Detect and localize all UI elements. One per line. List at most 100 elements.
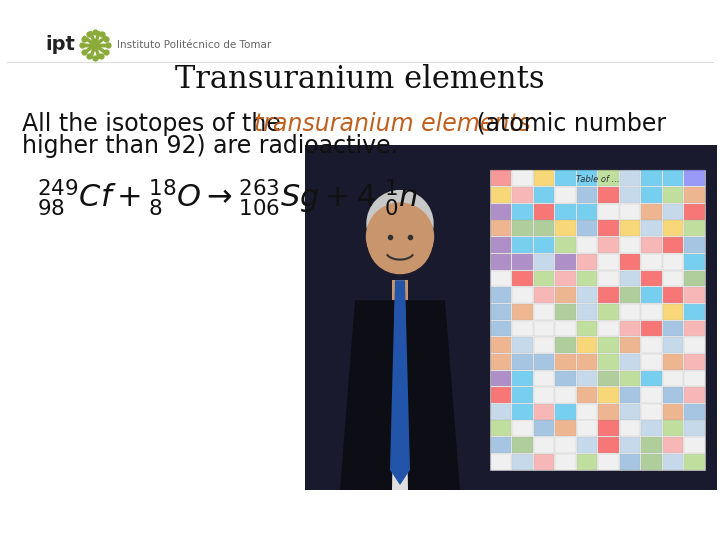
Bar (512, 204, 533, 219)
Bar (577, 204, 597, 219)
Bar (641, 387, 662, 403)
Bar (619, 187, 640, 203)
Bar (662, 337, 683, 353)
Bar (619, 370, 640, 386)
Bar (598, 237, 618, 253)
Bar (641, 237, 662, 253)
Bar (577, 437, 597, 453)
Bar (534, 287, 554, 303)
Bar (577, 404, 597, 420)
Bar (641, 187, 662, 203)
Polygon shape (390, 280, 410, 485)
Bar (641, 220, 662, 236)
Bar (490, 421, 511, 436)
Bar (555, 387, 575, 403)
Bar (512, 321, 533, 336)
Bar (512, 404, 533, 420)
Bar (641, 204, 662, 219)
Bar (641, 287, 662, 303)
Bar (619, 271, 640, 286)
Bar (555, 321, 575, 336)
Bar (598, 337, 618, 353)
Bar (662, 404, 683, 420)
Bar (490, 220, 511, 236)
Bar (512, 187, 533, 203)
Bar (684, 454, 704, 469)
Bar (490, 454, 511, 469)
Bar (534, 404, 554, 420)
Bar (641, 321, 662, 336)
Bar (619, 204, 640, 219)
Bar (490, 271, 511, 286)
Bar (512, 337, 533, 353)
Bar (619, 321, 640, 336)
Bar (598, 187, 618, 203)
Bar (619, 171, 640, 186)
Circle shape (366, 203, 433, 270)
Bar (619, 254, 640, 269)
Bar (534, 254, 554, 269)
Bar (684, 204, 704, 219)
Bar (662, 254, 683, 269)
Bar (555, 171, 575, 186)
Bar (684, 271, 704, 286)
Text: Instituto Politécnico de Tomar: Instituto Politécnico de Tomar (117, 40, 271, 50)
Bar (598, 220, 618, 236)
Bar (534, 204, 554, 219)
Bar (684, 437, 704, 453)
Bar (684, 337, 704, 353)
Bar (577, 321, 597, 336)
Bar (684, 220, 704, 236)
Bar (555, 437, 575, 453)
Bar (490, 337, 511, 353)
Bar (512, 271, 533, 286)
Bar (555, 254, 575, 269)
Bar (512, 454, 533, 469)
Bar (512, 287, 533, 303)
Bar (684, 254, 704, 269)
Bar (534, 337, 554, 353)
Bar (641, 370, 662, 386)
Bar (512, 171, 533, 186)
Bar (684, 421, 704, 436)
Bar (534, 354, 554, 369)
Bar (490, 437, 511, 453)
Bar (641, 171, 662, 186)
Bar (577, 304, 597, 320)
Bar (619, 220, 640, 236)
Bar (512, 387, 533, 403)
Bar (490, 204, 511, 219)
Bar (555, 404, 575, 420)
Text: All the isotopes of the: All the isotopes of the (22, 112, 289, 136)
Bar (684, 354, 704, 369)
Bar (662, 271, 683, 286)
Text: ${}^{249}_{98}Cf + {}^{18}_{8}O \rightarrow {}^{263}_{106}Sg + 4\;{}^{1}_{0}n$: ${}^{249}_{98}Cf + {}^{18}_{8}O \rightar… (37, 178, 418, 219)
Bar (577, 337, 597, 353)
Bar (684, 237, 704, 253)
Bar (662, 237, 683, 253)
Bar (641, 354, 662, 369)
Bar (555, 354, 575, 369)
Bar (555, 421, 575, 436)
Bar (662, 220, 683, 236)
Bar (598, 437, 618, 453)
Bar (598, 287, 618, 303)
Bar (641, 421, 662, 436)
Bar (662, 304, 683, 320)
Bar (577, 271, 597, 286)
Bar (662, 454, 683, 469)
Text: Transuranium elements: Transuranium elements (175, 64, 545, 96)
Bar (512, 370, 533, 386)
Bar (641, 337, 662, 353)
Bar (684, 171, 704, 186)
Bar (662, 370, 683, 386)
Bar (490, 171, 511, 186)
Bar (598, 171, 618, 186)
Bar (512, 254, 533, 269)
Bar (619, 237, 640, 253)
Bar (490, 404, 511, 420)
Bar (490, 254, 511, 269)
Bar (619, 354, 640, 369)
Bar (684, 187, 704, 203)
Bar (641, 454, 662, 469)
